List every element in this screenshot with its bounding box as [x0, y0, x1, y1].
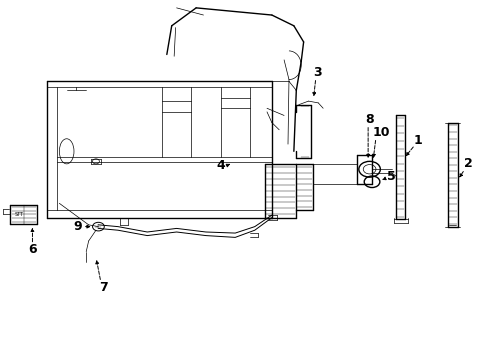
Text: 6: 6: [28, 243, 37, 256]
Text: 4: 4: [216, 159, 225, 172]
Text: 5: 5: [387, 170, 396, 183]
Text: STT: STT: [14, 212, 24, 217]
Text: 1: 1: [413, 134, 422, 147]
Text: 10: 10: [372, 126, 390, 139]
Text: 8: 8: [365, 113, 373, 126]
Ellipse shape: [59, 139, 74, 164]
Text: 3: 3: [313, 66, 321, 79]
Text: 7: 7: [99, 281, 108, 294]
Text: 9: 9: [74, 220, 82, 233]
Text: 2: 2: [465, 157, 473, 170]
